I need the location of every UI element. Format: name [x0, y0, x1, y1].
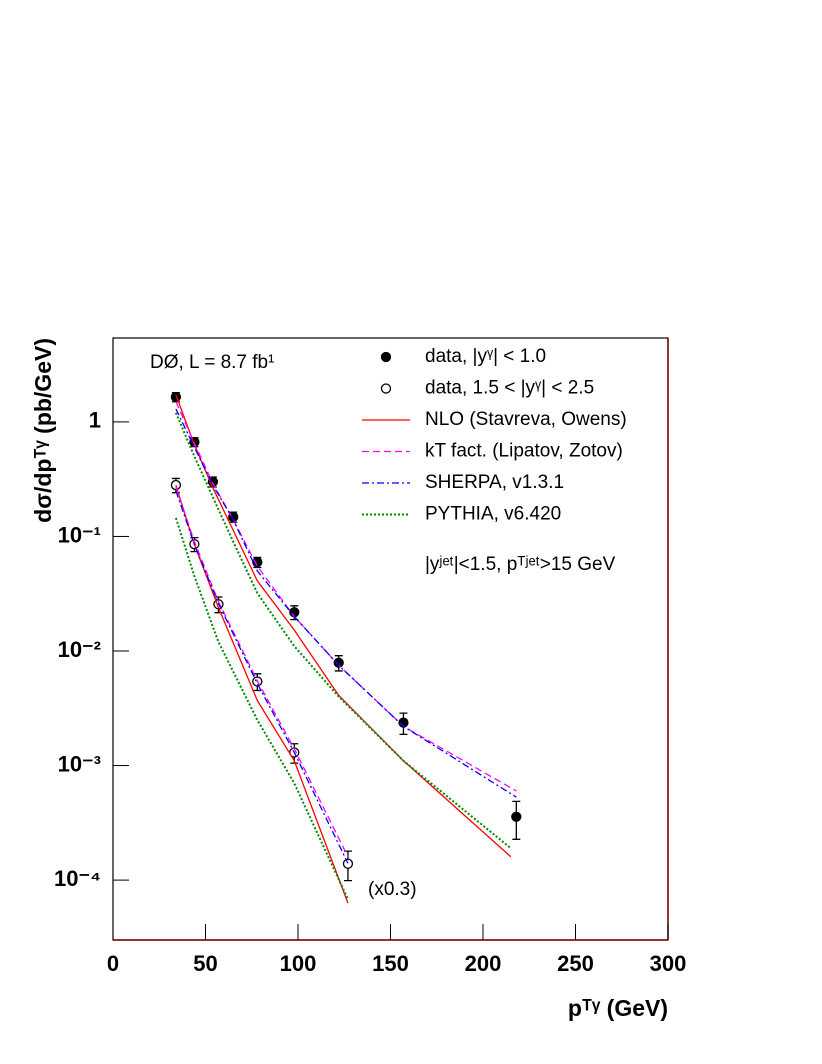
model-line — [174, 517, 349, 900]
model-line — [175, 486, 349, 858]
annotation: DØ, L = 8.7 fb¹ — [150, 352, 274, 373]
y-tick-label: 10⁻² — [58, 637, 101, 662]
model-line — [174, 412, 512, 849]
y-tick-label: 1 — [89, 408, 101, 433]
data-point — [170, 391, 182, 403]
x-tick-label: 100 — [280, 951, 317, 976]
legend-label: data, |yᵞ| < 1.0 — [425, 346, 546, 367]
model-line — [175, 401, 517, 792]
legend-label: data, 1.5 < |yᵞ| < 2.5 — [425, 378, 594, 399]
x-axis-title: pᵀᵞ (GeV) — [568, 995, 668, 1021]
data-point — [289, 607, 300, 618]
model-line — [175, 485, 349, 904]
annotation: |yʲᵉᵗ|<1.5, pᵀʲᵉᵗ>15 GeV — [425, 554, 616, 575]
x-tick-label: 150 — [372, 951, 409, 976]
legend-marker — [380, 351, 392, 363]
y-tick-label: 10⁻⁴ — [54, 866, 101, 891]
x-tick-label: 300 — [650, 951, 687, 976]
data-point — [511, 811, 522, 822]
data-point — [342, 858, 354, 869]
y-axis-title: dσ/dpᵀᵞ (pb/GeV) — [30, 338, 56, 523]
legend-label: NLO (Stavreva, Owens) — [425, 409, 627, 430]
data-point — [333, 657, 344, 668]
y-tick-label: 10⁻³ — [58, 751, 101, 776]
x-tick-label: 0 — [107, 951, 119, 976]
legend-label: SHERPA, v1.3.1 — [425, 472, 564, 493]
legend-label: kT fact. (Lipatov, Zotov) — [425, 441, 623, 462]
x-tick-label: 250 — [557, 951, 594, 976]
model-line — [175, 490, 349, 864]
x-tick-label: 50 — [193, 951, 217, 976]
y-tick-label: 10⁻¹ — [58, 522, 101, 547]
annotation: (x0.3) — [368, 879, 417, 900]
x-tick-label: 200 — [465, 951, 502, 976]
data-point — [170, 479, 182, 491]
model-line — [175, 408, 517, 798]
legend-marker — [380, 383, 392, 394]
legend-label: PYTHIA, v6.420 — [425, 504, 561, 525]
